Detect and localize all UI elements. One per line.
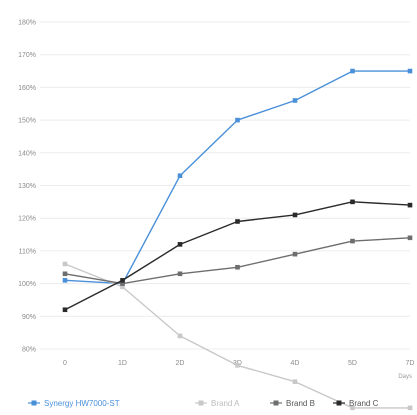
x-axis-note: Days <box>398 374 412 380</box>
y-tick-label: 160% <box>18 85 36 92</box>
data-point[interactable] <box>177 173 183 178</box>
data-point[interactable] <box>177 242 183 247</box>
x-tick-label: 1D <box>118 360 127 367</box>
legend-item[interactable]: Brand A <box>195 399 240 408</box>
data-point[interactable] <box>235 363 240 368</box>
series-line <box>64 237 411 285</box>
data-point[interactable] <box>407 405 413 411</box>
data-point[interactable] <box>350 199 355 205</box>
legend-label: Brand A <box>211 399 240 408</box>
x-tick-label: 7D <box>406 360 415 367</box>
series-group <box>62 199 413 313</box>
data-point[interactable] <box>292 379 298 384</box>
data-point[interactable] <box>292 212 298 218</box>
legend: Synergy HW7000-ST Brand A Brand B Brand C <box>28 399 379 408</box>
x-tick-label: 4D <box>291 360 300 367</box>
y-tick-label: 130% <box>18 183 36 190</box>
y-tick-label: 90% <box>22 314 36 321</box>
y-tick-label: 180% <box>18 20 36 27</box>
series-group <box>62 261 413 411</box>
legend-item[interactable]: Brand C <box>333 399 379 408</box>
y-axis-ticks: 80% 90% 100% 110% 120% 130% 140% 150% 160% 170% 18… <box>18 20 36 354</box>
series-group <box>62 68 413 286</box>
x-tick-label: 2D <box>176 360 185 367</box>
y-tick-label: 150% <box>18 118 36 125</box>
data-point[interactable] <box>235 219 240 224</box>
data-point[interactable] <box>350 238 355 244</box>
series <box>62 68 413 411</box>
data-point[interactable] <box>407 202 413 208</box>
y-tick-label: 120% <box>18 216 36 223</box>
data-point[interactable] <box>407 68 413 74</box>
data-point[interactable] <box>62 261 68 267</box>
legend-swatch-marker <box>273 400 279 406</box>
data-point[interactable] <box>177 333 183 339</box>
gridlines <box>40 21 410 350</box>
data-point[interactable] <box>235 264 240 270</box>
legend-label: Brand B <box>286 399 315 408</box>
data-point[interactable] <box>350 68 355 74</box>
data-point[interactable] <box>292 251 298 257</box>
legend-swatch-marker <box>31 400 37 406</box>
data-point[interactable] <box>120 281 125 286</box>
data-point[interactable] <box>177 271 183 277</box>
data-point[interactable] <box>120 278 125 283</box>
y-tick-label: 100% <box>18 281 36 288</box>
data-point[interactable] <box>350 405 355 411</box>
x-tick-label: 0 <box>63 360 67 367</box>
y-tick-label: 110% <box>19 248 36 255</box>
series-group <box>62 235 413 286</box>
y-tick-label: 140% <box>18 150 36 157</box>
legend-item[interactable]: Synergy HW7000-ST <box>28 399 120 408</box>
series-line <box>64 263 410 409</box>
data-point[interactable] <box>120 284 125 290</box>
series-line <box>64 70 410 285</box>
legend-label: Synergy HW7000-ST <box>44 399 120 408</box>
data-point[interactable] <box>292 98 298 103</box>
legend-label: Brand C <box>349 399 379 408</box>
legend-swatch-marker <box>336 400 342 406</box>
data-point[interactable] <box>62 307 68 313</box>
data-point[interactable] <box>62 278 68 283</box>
data-point[interactable] <box>235 117 240 123</box>
legend-item[interactable]: Brand B <box>270 399 315 408</box>
x-tick-label: 5D <box>348 360 357 367</box>
data-point[interactable] <box>407 235 413 241</box>
y-tick-label: 170% <box>18 52 36 59</box>
y-tick-label: 80% <box>22 347 36 354</box>
data-point[interactable] <box>62 271 68 277</box>
legend-swatch-marker <box>198 400 204 406</box>
